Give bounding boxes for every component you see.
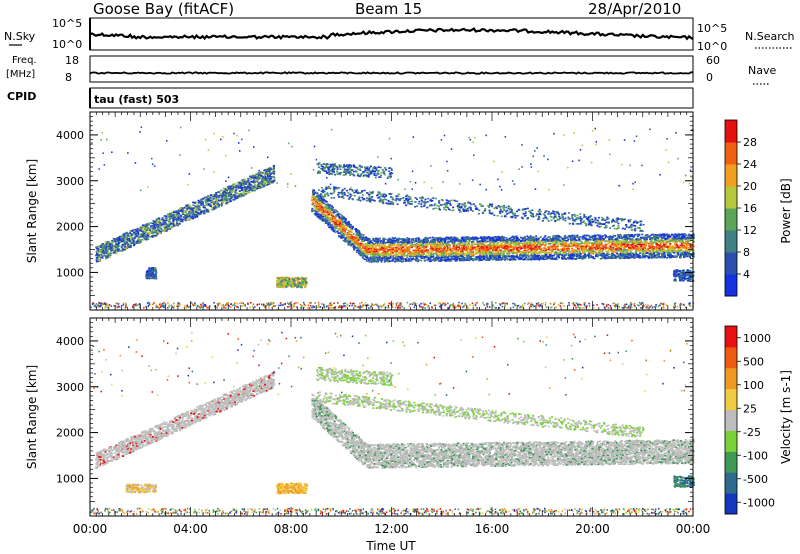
colorbar-swatch xyxy=(725,388,737,411)
colorbar-tick-label: -100 xyxy=(743,449,768,462)
time-tick-label: 12:00 xyxy=(374,522,409,536)
power-panel: 1000 2000 3000 4000 xyxy=(56,111,695,311)
colorbar-tick-label: 28 xyxy=(743,136,757,149)
time-tick-label: 04:00 xyxy=(173,522,208,536)
velocity-ylabel: Slant Range [km] xyxy=(25,365,39,469)
colorbar-tick-label: -500 xyxy=(743,473,768,486)
power-data xyxy=(90,126,695,309)
colorbar-tick-label: 4 xyxy=(743,268,750,281)
colorbar-swatch xyxy=(725,120,737,143)
colorbar-swatch xyxy=(725,451,737,473)
colorbar-tick-label: 1000 xyxy=(743,332,771,345)
nsky-panel xyxy=(89,17,694,51)
y-tick-label: 4000 xyxy=(56,129,84,142)
colorbar-swatch xyxy=(725,186,737,209)
colorbar-swatch xyxy=(725,472,737,494)
nsearch-label: N.Search xyxy=(745,30,795,43)
y-tick-label: 4000 xyxy=(56,335,84,348)
colorbar-swatch xyxy=(725,430,737,452)
freq-tick-top: 18 xyxy=(65,54,79,67)
colorbar-swatch xyxy=(725,252,737,275)
velocity-data xyxy=(90,331,695,515)
nsky-label: N.Sky xyxy=(4,30,36,43)
velocity-panel: 1000 2000 3000 4000 xyxy=(56,317,695,517)
y-tick-label: 1000 xyxy=(56,472,84,485)
y-tick-label: 2000 xyxy=(56,427,84,440)
time-tick-label: 20:00 xyxy=(575,522,610,536)
nsky-trace xyxy=(89,27,694,41)
time-tick-label: 00:00 xyxy=(676,522,711,536)
colorbar-tick-label: 25 xyxy=(743,402,757,415)
nsky-tick-bottom: 10^0 xyxy=(52,38,82,51)
colorbar-swatch xyxy=(725,346,737,369)
y-tick-label: 2000 xyxy=(56,221,84,234)
time-tick-label: 08:00 xyxy=(274,522,309,536)
time-axis-label: Time UT xyxy=(365,539,416,553)
colorbar-swatch xyxy=(725,409,737,431)
freq-panel xyxy=(89,55,694,83)
time-tick-label: 16:00 xyxy=(475,522,510,536)
power-colorbar-label: Power [dB] xyxy=(779,178,793,243)
colorbar-tick-label: -25 xyxy=(743,426,761,439)
nave-tick-bottom: 0 xyxy=(706,71,713,84)
freq-trace xyxy=(89,71,693,75)
y-tick-label: 3000 xyxy=(56,175,84,188)
date-title: 28/Apr/2010 xyxy=(588,0,681,18)
power-colorbar: 4 8 12 16 20 24 28 xyxy=(724,119,757,297)
station-title: Goose Bay (fitACF) xyxy=(93,0,234,18)
colorbar-swatch xyxy=(725,208,737,231)
nsearch-tick-bottom: 10^0 xyxy=(697,40,727,53)
cpid-label: CPID xyxy=(7,90,36,103)
colorbar-tick-label: 24 xyxy=(743,158,757,171)
colorbar-swatch xyxy=(725,274,737,297)
colorbar-tick-label: 100 xyxy=(743,379,764,392)
colorbar-swatch xyxy=(725,326,737,348)
y-tick-label: 1000 xyxy=(56,266,84,279)
nave-tick-top: 60 xyxy=(706,54,720,67)
freq-label: Freq. xyxy=(12,55,37,66)
y-tick-label: 3000 xyxy=(56,381,84,394)
colorbar-tick-label: 12 xyxy=(743,224,757,237)
cpid-value: tau (fast) 503 xyxy=(94,93,179,106)
nsky-tick-top: 10^5 xyxy=(52,17,82,30)
velocity-colorbar-label: Velocity [m s-1] xyxy=(779,370,793,464)
freq-unit-label: [MHz] xyxy=(6,69,35,80)
colorbar-swatch xyxy=(725,230,737,253)
nave-label: Nave xyxy=(748,64,776,77)
power-ylabel: Slant Range [km] xyxy=(25,159,39,263)
time-tick-label: 00:00 xyxy=(73,522,108,536)
nsearch-tick-top: 10^5 xyxy=(697,22,727,35)
colorbar-tick-label: 20 xyxy=(743,180,757,193)
colorbar-tick-label: 8 xyxy=(743,246,750,259)
colorbar-tick-label: 16 xyxy=(743,202,757,215)
colorbar-swatch xyxy=(725,367,737,390)
velocity-colorbar: 1000 500 100 25 -25 -100 -500 -1000 xyxy=(724,325,775,515)
colorbar-tick-label: 500 xyxy=(743,355,764,368)
beam-title: Beam 15 xyxy=(355,0,422,18)
colorbar-swatch xyxy=(725,493,737,515)
colorbar-tick-label: -1000 xyxy=(743,496,775,509)
time-axis: 00:00 04:00 08:00 12:00 16:00 20:00 00:00 xyxy=(73,522,711,536)
colorbar-swatch xyxy=(725,164,737,187)
cpid-panel xyxy=(89,87,694,109)
colorbar-swatch xyxy=(725,142,737,165)
freq-tick-bottom: 8 xyxy=(65,71,72,84)
